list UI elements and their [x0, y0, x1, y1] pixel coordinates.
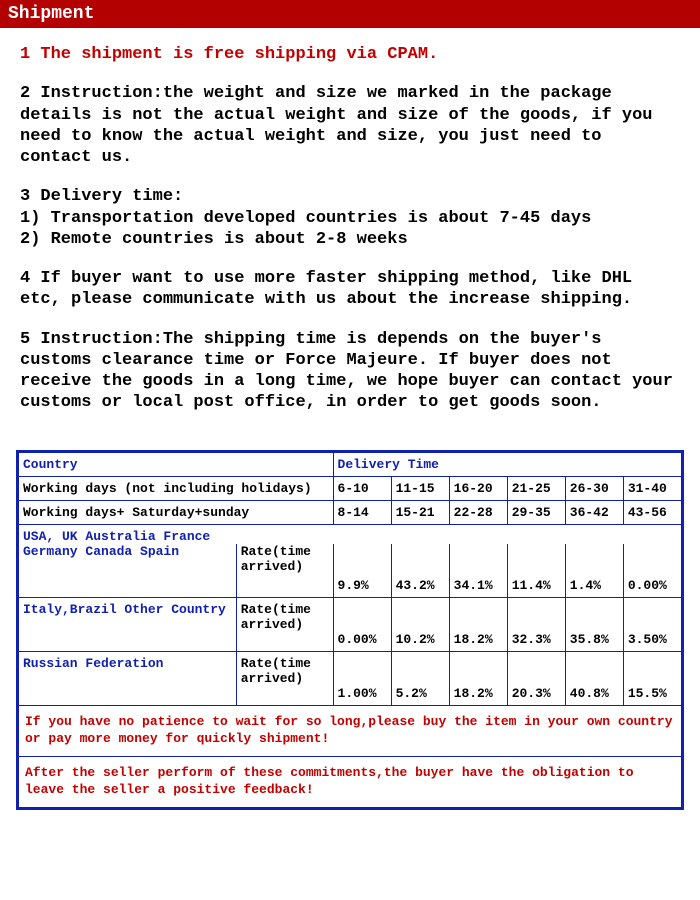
ws-cell: 15-21: [391, 500, 449, 524]
rate-cell: 0.00%: [623, 544, 681, 598]
wd-cell: 16-20: [449, 476, 507, 500]
wd-cell: 26-30: [565, 476, 623, 500]
shipment-header: Shipment: [0, 0, 700, 28]
footer-row-2: After the seller perform of these commit…: [19, 756, 682, 807]
rate-cell: 9.9%: [333, 544, 391, 598]
ws-cell: 22-28: [449, 500, 507, 524]
usa-row: USA, UK Australia France: [19, 524, 682, 544]
shipment-body: 1 The shipment is free shipping via CPAM…: [0, 28, 700, 440]
working-sat-label: Working days+ Saturday+sunday: [19, 500, 334, 524]
wd-cell: 11-15: [391, 476, 449, 500]
country-cell: Germany Canada Spain: [19, 544, 237, 598]
ws-cell: 36-42: [565, 500, 623, 524]
group-row-1: Italy,Brazil Other Country Rate(time arr…: [19, 598, 682, 652]
rate-cell: 40.8%: [565, 652, 623, 706]
rate-cell: 15.5%: [623, 652, 681, 706]
ws-cell: 43-56: [623, 500, 681, 524]
working-days-row: Working days (not including holidays) 6-…: [19, 476, 682, 500]
rate-cell: 20.3%: [507, 652, 565, 706]
rate-cell: 32.3%: [507, 598, 565, 652]
wd-cell: 31-40: [623, 476, 681, 500]
rate-cell: 11.4%: [507, 544, 565, 598]
rate-cell: 34.1%: [449, 544, 507, 598]
rate-label: Rate(time arrived): [236, 544, 333, 598]
para-2: 2 Instruction:the weight and size we mar…: [20, 83, 680, 168]
rate-cell: 35.8%: [565, 598, 623, 652]
rate-cell: 43.2%: [391, 544, 449, 598]
rate-cell: 18.2%: [449, 652, 507, 706]
para-4: 4 If buyer want to use more faster shipp…: [20, 268, 680, 311]
th-country: Country: [19, 452, 334, 476]
table-header-row: Country Delivery Time: [19, 452, 682, 476]
working-sat-row: Working days+ Saturday+sunday 8-14 15-21…: [19, 500, 682, 524]
group-row-2: Russian Federation Rate(time arrived) 1.…: [19, 652, 682, 706]
th-delivery-time: Delivery Time: [333, 452, 681, 476]
usa-label: USA, UK Australia France: [19, 524, 682, 544]
footer-text-2: After the seller perform of these commit…: [19, 756, 682, 807]
para-5: 5 Instruction:The shipping time is depen…: [20, 329, 680, 414]
delivery-table: Country Delivery Time Working days (not …: [16, 450, 684, 810]
country-cell: Italy,Brazil Other Country: [19, 598, 237, 652]
ws-cell: 29-35: [507, 500, 565, 524]
footer-text-1: If you have no patience to wait for so l…: [19, 706, 682, 757]
rate-cell: 1.4%: [565, 544, 623, 598]
para-3: 3 Delivery time: 1) Transportation devel…: [20, 186, 680, 250]
country-cell: Russian Federation: [19, 652, 237, 706]
wd-cell: 6-10: [333, 476, 391, 500]
rate-cell: 3.50%: [623, 598, 681, 652]
ws-cell: 8-14: [333, 500, 391, 524]
group-row-0: Germany Canada Spain Rate(time arrived) …: [19, 544, 682, 598]
working-days-label: Working days (not including holidays): [19, 476, 334, 500]
rate-cell: 18.2%: [449, 598, 507, 652]
rate-cell: 1.00%: [333, 652, 391, 706]
wd-cell: 21-25: [507, 476, 565, 500]
rate-label: Rate(time arrived): [236, 652, 333, 706]
rate-cell: 10.2%: [391, 598, 449, 652]
footer-row-1: If you have no patience to wait for so l…: [19, 706, 682, 757]
rate-cell: 5.2%: [391, 652, 449, 706]
rate-label: Rate(time arrived): [236, 598, 333, 652]
rate-cell: 0.00%: [333, 598, 391, 652]
para-1: 1 The shipment is free shipping via CPAM…: [20, 44, 680, 65]
